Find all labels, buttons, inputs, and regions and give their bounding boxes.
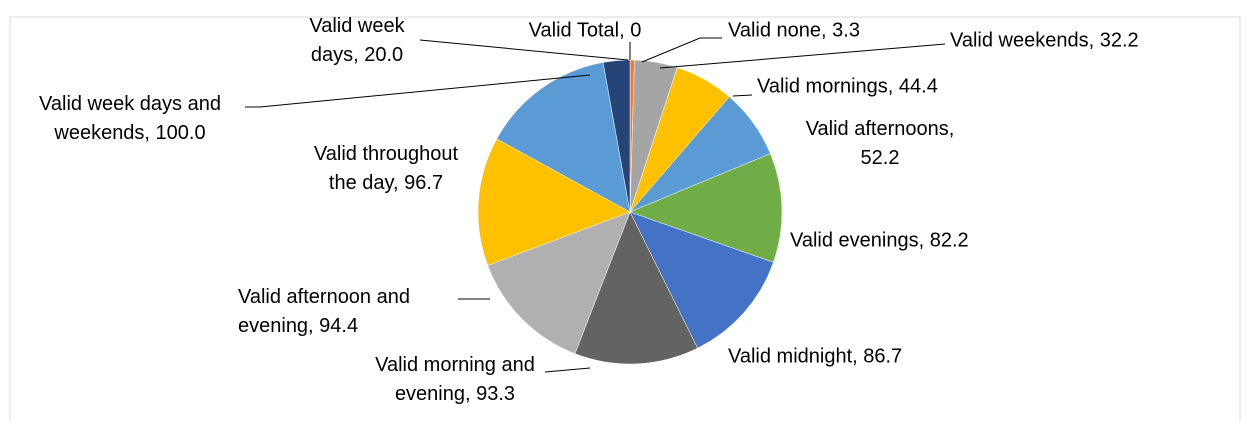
label-line: weekends, 100.0 [53, 122, 205, 144]
data-label: Valid morning and evening, 93.3 [375, 354, 535, 405]
label-line: days, 20.0 [311, 44, 403, 66]
data-label: Valid midnight, 86.7 [728, 345, 902, 367]
leader-line [732, 94, 753, 97]
leader-line [659, 43, 946, 69]
label-line: Valid throughout [314, 143, 459, 165]
pie-slice [477, 138, 631, 266]
leader-line [544, 367, 591, 373]
leader-line [419, 39, 629, 61]
pie-slice [574, 211, 698, 365]
pie-slice [629, 153, 783, 263]
data-label: Valid weekends, 32.2 [950, 29, 1139, 51]
data-label: Valid throughout the day, 96.7 [314, 143, 459, 194]
label-line: the day, 96.7 [329, 172, 443, 194]
label-line: Valid week days and [39, 93, 221, 115]
data-label: Valid Total, 0 [529, 19, 642, 41]
label-line: Valid week [309, 15, 405, 37]
data-label: Valid evenings, 82.2 [790, 229, 969, 251]
label-line: evening, 93.3 [395, 383, 515, 405]
data-label: Valid week days and weekends, 100.0 [39, 93, 221, 144]
data-label: Valid afternoons, 52.2 [806, 118, 955, 169]
label-line: Valid afternoon and [238, 286, 410, 308]
pie-slice [496, 62, 631, 213]
label-line: Valid afternoons, [806, 118, 955, 140]
data-label: Valid none, 3.3 [728, 19, 860, 41]
data-label: Valid week days, 20.0 [309, 15, 405, 66]
chart-frame [9, 16, 1241, 421]
label-line: evening, 94.4 [238, 315, 358, 337]
leader-line [245, 74, 591, 108]
label-line: Valid morning and [375, 354, 535, 376]
data-label: Valid mornings, 44.4 [757, 75, 938, 97]
leader-line [641, 37, 722, 63]
label-line: 52.2 [861, 147, 900, 169]
pie-slice [487, 211, 631, 355]
pie-slice [629, 211, 774, 349]
data-label: Valid afternoon and evening, 94.4 [238, 286, 410, 337]
